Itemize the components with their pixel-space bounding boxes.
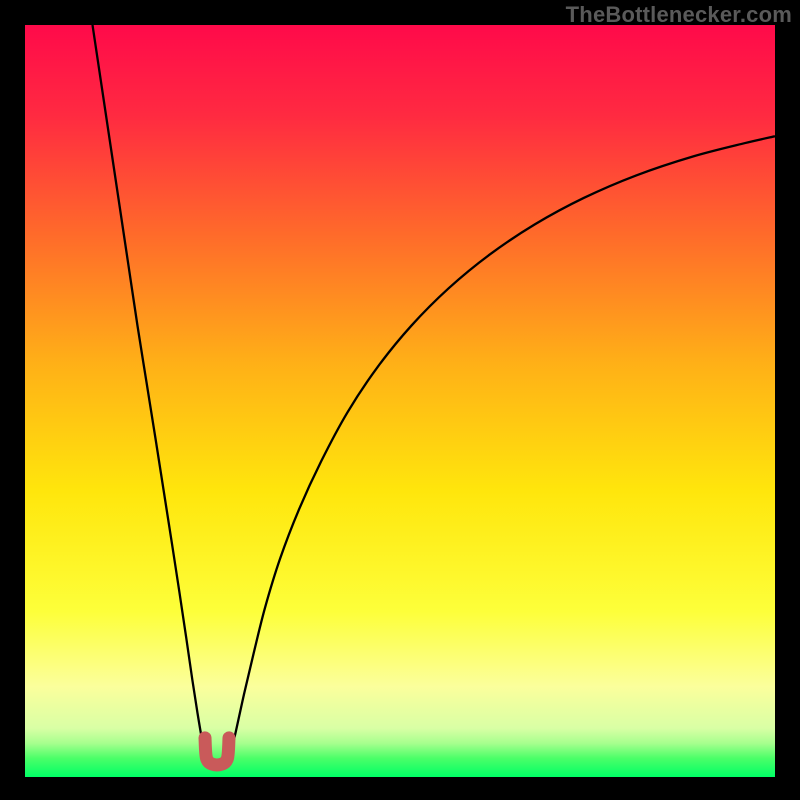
chart-container: TheBottlenecker.com [0,0,800,800]
watermark-text: TheBottlenecker.com [566,2,792,28]
plot-background [25,25,775,777]
bottleneck-chart [0,0,800,800]
